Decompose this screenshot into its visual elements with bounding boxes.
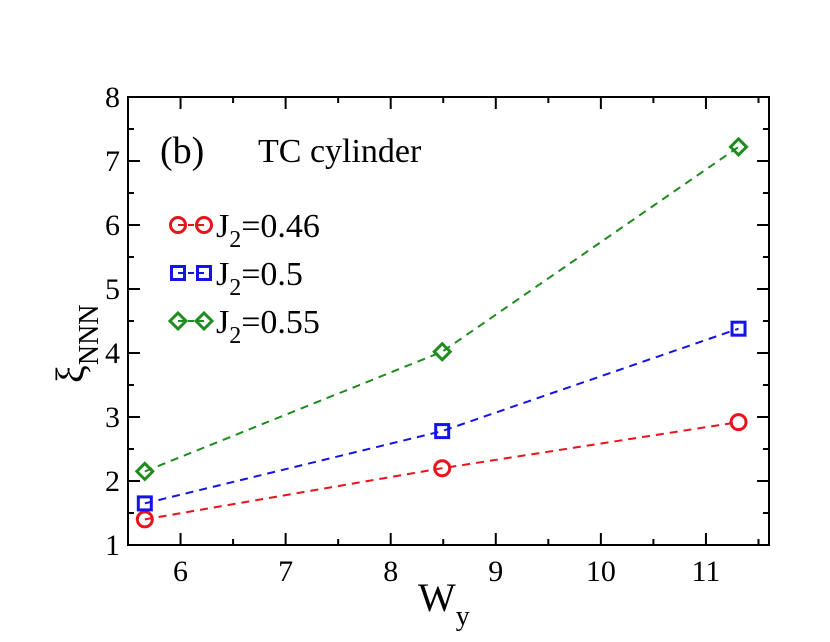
series-line: [144, 327, 739, 505]
axis-ticks: [127, 96, 769, 546]
data-point: [729, 413, 748, 432]
y-tick-label: 2: [105, 465, 120, 498]
y-tick-label: 3: [105, 401, 120, 434]
data-point: [136, 495, 153, 512]
data-point: [433, 459, 452, 478]
legend-label-main: J: [216, 208, 229, 245]
data-point: [432, 341, 453, 362]
legend-entry: J2=0.55: [167, 304, 320, 349]
y-axis-label-sub: NNN: [74, 304, 105, 365]
x-tick-label: 9: [488, 555, 503, 588]
legend-label-main: J: [216, 304, 229, 341]
y-tick-label: 1: [105, 529, 120, 562]
data-point: [134, 461, 155, 482]
x-tick-label: 10: [586, 555, 616, 588]
legend-label: J2=0.5: [216, 256, 303, 301]
y-tick-label: 5: [105, 273, 120, 306]
series-line: [144, 421, 739, 521]
panel-label: (b): [160, 130, 204, 172]
legend-label-sub: 2: [229, 275, 241, 301]
y-axis-label: ξNNN: [48, 304, 105, 383]
legend-marker: [195, 216, 213, 234]
x-tick-label: 6: [173, 555, 188, 588]
y-axis-label-main: ξ: [48, 365, 93, 383]
legend-marker: [169, 216, 187, 234]
x-axis-label: Wy: [418, 575, 470, 632]
legend-marker: [170, 265, 186, 281]
legend-entry: J2=0.46: [169, 208, 320, 253]
y-axis-label-group: ξNNN: [48, 304, 105, 383]
chart-title: TC cylinder: [258, 133, 422, 170]
legend-label-sub: 2: [229, 323, 241, 349]
x-tick-label: 11: [692, 555, 721, 588]
x-axis-label-main: W: [418, 575, 456, 620]
series-diamond: [134, 136, 749, 482]
legend-marker: [193, 310, 215, 332]
data-point: [434, 423, 451, 440]
data-point: [135, 510, 154, 529]
data-point: [728, 136, 749, 158]
series-layer: [134, 136, 749, 529]
series-line: [144, 146, 740, 473]
legend-label-rest: =0.55: [241, 304, 320, 341]
legend-label-sub: 2: [229, 227, 241, 253]
legend-label: J2=0.55: [216, 304, 320, 349]
legend-label-main: J: [216, 256, 229, 293]
y-tick-label: 8: [105, 81, 120, 114]
y-tick-label: 6: [105, 209, 120, 242]
legend-entry: J2=0.5: [170, 256, 303, 301]
x-axis-label-sub: y: [456, 601, 470, 632]
series-circle: [135, 413, 748, 529]
legend-marker: [196, 265, 212, 281]
data-point: [730, 320, 747, 337]
legend-label: J2=0.46: [216, 208, 320, 253]
legend-marker: [167, 310, 189, 332]
x-tick-label: 7: [278, 555, 293, 588]
legend-label-rest: =0.46: [241, 208, 320, 245]
x-tick-label: 8: [383, 555, 398, 588]
series-square: [136, 320, 747, 512]
legend-label-rest: =0.5: [241, 256, 303, 293]
y-tick-label: 4: [105, 337, 120, 370]
y-tick-label: 7: [105, 145, 120, 178]
